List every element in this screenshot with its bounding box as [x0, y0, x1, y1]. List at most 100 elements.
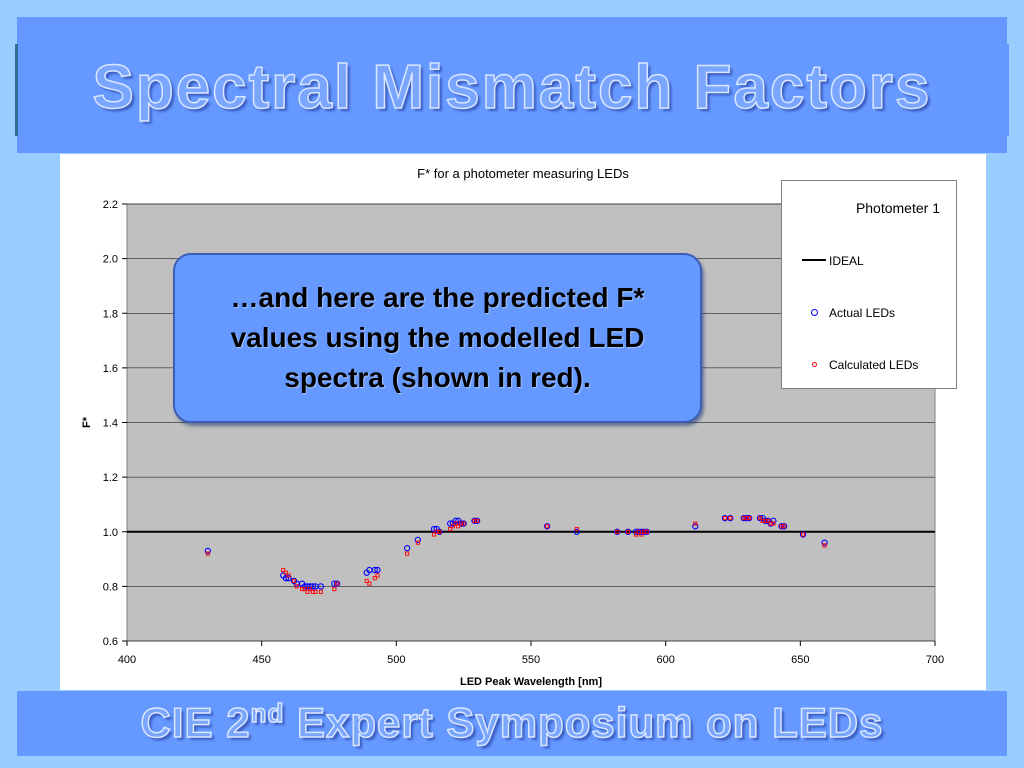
- legend-marker-actual: [811, 309, 818, 316]
- y-tick-label-8: 2.2: [103, 199, 118, 211]
- point-actual-2: [282, 575, 290, 582]
- point-calculated-51: [768, 521, 773, 526]
- legend-label-actual: Actual LEDs: [829, 306, 896, 320]
- x-tick-label-1: 450: [252, 654, 270, 666]
- point-calculated-45: [744, 516, 749, 521]
- point-calculated-22: [434, 529, 439, 534]
- point-calculated-53: [779, 524, 784, 529]
- legend-label-calculated: Calculated LEDs: [829, 358, 919, 372]
- x-tick-label-6: 700: [926, 654, 944, 666]
- point-calculated-4: [291, 578, 297, 583]
- point-actual-33: [573, 528, 580, 535]
- point-actual-12: [317, 583, 325, 590]
- point-calculated-33: [574, 526, 579, 532]
- point-actual-26: [452, 517, 459, 524]
- point-actual-3: [285, 575, 292, 582]
- point-calculated-14: [335, 581, 340, 586]
- point-calculated-17: [372, 576, 377, 581]
- point-calculated-15: [364, 578, 369, 583]
- point-calculated-56: [822, 543, 827, 548]
- point-calculated-16: [367, 581, 372, 586]
- y-tick-label-5: 1.6: [103, 363, 118, 375]
- point-calculated-39: [642, 529, 647, 534]
- point-actual-46: [746, 514, 753, 522]
- point-calculated-35: [625, 529, 631, 534]
- point-actual-32: [544, 523, 551, 530]
- point-calculated-27: [456, 524, 461, 529]
- point-calculated-7: [302, 587, 307, 592]
- point-actual-53: [778, 523, 785, 530]
- title-accent-right: [1004, 44, 1009, 136]
- point-calculated-32: [545, 524, 550, 529]
- point-calculated-34: [615, 529, 620, 534]
- point-actual-43: [727, 514, 734, 522]
- legend-marker-calculated: [812, 362, 817, 367]
- chart-title: F* for a photometer measuring LEDs: [417, 166, 629, 181]
- point-actual-56: [821, 539, 828, 546]
- y-tick-label-3: 1.2: [103, 472, 118, 484]
- x-tick-label-4: 600: [656, 654, 674, 666]
- point-calculated-44: [741, 516, 746, 521]
- point-calculated-21: [431, 532, 437, 537]
- point-calculated-55: [800, 532, 806, 537]
- legend-ideal-line: [802, 259, 826, 261]
- footer-title: CIE 2nd Expert Symposium on LEDs: [0, 697, 1024, 747]
- point-actual-40: [643, 528, 650, 535]
- point-actual-21: [430, 525, 438, 533]
- callout-box: …and here are the predicted F* values us…: [173, 253, 702, 423]
- legend-label-ideal: IDEAL: [829, 254, 864, 268]
- point-actual-13: [331, 580, 338, 587]
- point-calculated-49: [763, 518, 768, 523]
- footer-title-rest: Expert Symposium on LEDs: [284, 698, 884, 747]
- chart-legend: Photometer 1 IDEAL Actual LEDs Calculate…: [781, 180, 957, 389]
- point-calculated-11: [313, 589, 318, 594]
- point-calculated-38: [639, 532, 644, 537]
- point-calculated-2: [283, 570, 288, 575]
- x-tick-label-2: 500: [387, 654, 405, 666]
- point-calculated-37: [636, 529, 641, 534]
- point-calculated-41: [693, 521, 698, 526]
- point-actual-55: [799, 531, 807, 538]
- point-calculated-9: [308, 587, 313, 592]
- slide-title: Spectral Mismatch Factors: [92, 52, 932, 123]
- point-actual-34: [614, 528, 621, 535]
- y-tick-label-1: 0.8: [103, 581, 118, 593]
- point-actual-17: [371, 566, 378, 574]
- y-tick-label-7: 2.0: [103, 254, 118, 266]
- point-actual-45: [743, 514, 750, 522]
- point-actual-30: [471, 517, 478, 524]
- point-actual-29: [460, 520, 467, 527]
- point-calculated-18: [375, 573, 380, 578]
- point-calculated-23: [437, 529, 442, 534]
- point-actual-20: [414, 536, 422, 544]
- y-tick-label-4: 1.4: [103, 418, 118, 430]
- point-calculated-40: [644, 529, 649, 534]
- point-actual-28: [457, 520, 465, 527]
- footer-title-sup: nd: [250, 697, 285, 729]
- x-tick-label-0: 400: [118, 654, 136, 666]
- y-axis-label: F*: [81, 416, 93, 428]
- point-calculated-42: [722, 516, 727, 521]
- point-calculated-12: [318, 589, 323, 594]
- point-actual-47: [756, 514, 764, 522]
- point-calculated-28: [458, 521, 464, 526]
- point-actual-19: [403, 544, 411, 552]
- point-calculated-0: [205, 551, 210, 556]
- legend-title: Photometer 1: [855, 200, 940, 216]
- footer-band: [17, 691, 1007, 756]
- point-calculated-26: [453, 521, 458, 526]
- point-actual-39: [640, 528, 648, 535]
- point-calculated-47: [757, 516, 762, 521]
- point-actual-14: [333, 580, 341, 587]
- point-calculated-52: [771, 521, 776, 526]
- y-tick-label-2: 1.0: [103, 527, 118, 539]
- point-calculated-5: [294, 584, 299, 589]
- point-actual-52: [770, 517, 777, 524]
- point-calculated-29: [461, 521, 466, 526]
- point-calculated-8: [305, 589, 310, 594]
- callout-text: …and here are the predicted F* values us…: [230, 282, 645, 393]
- point-calculated-31: [475, 518, 480, 523]
- point-calculated-30: [472, 518, 477, 523]
- x-axis-label: LED Peak Wavelength [nm]: [460, 676, 602, 688]
- point-actual-23: [436, 528, 443, 535]
